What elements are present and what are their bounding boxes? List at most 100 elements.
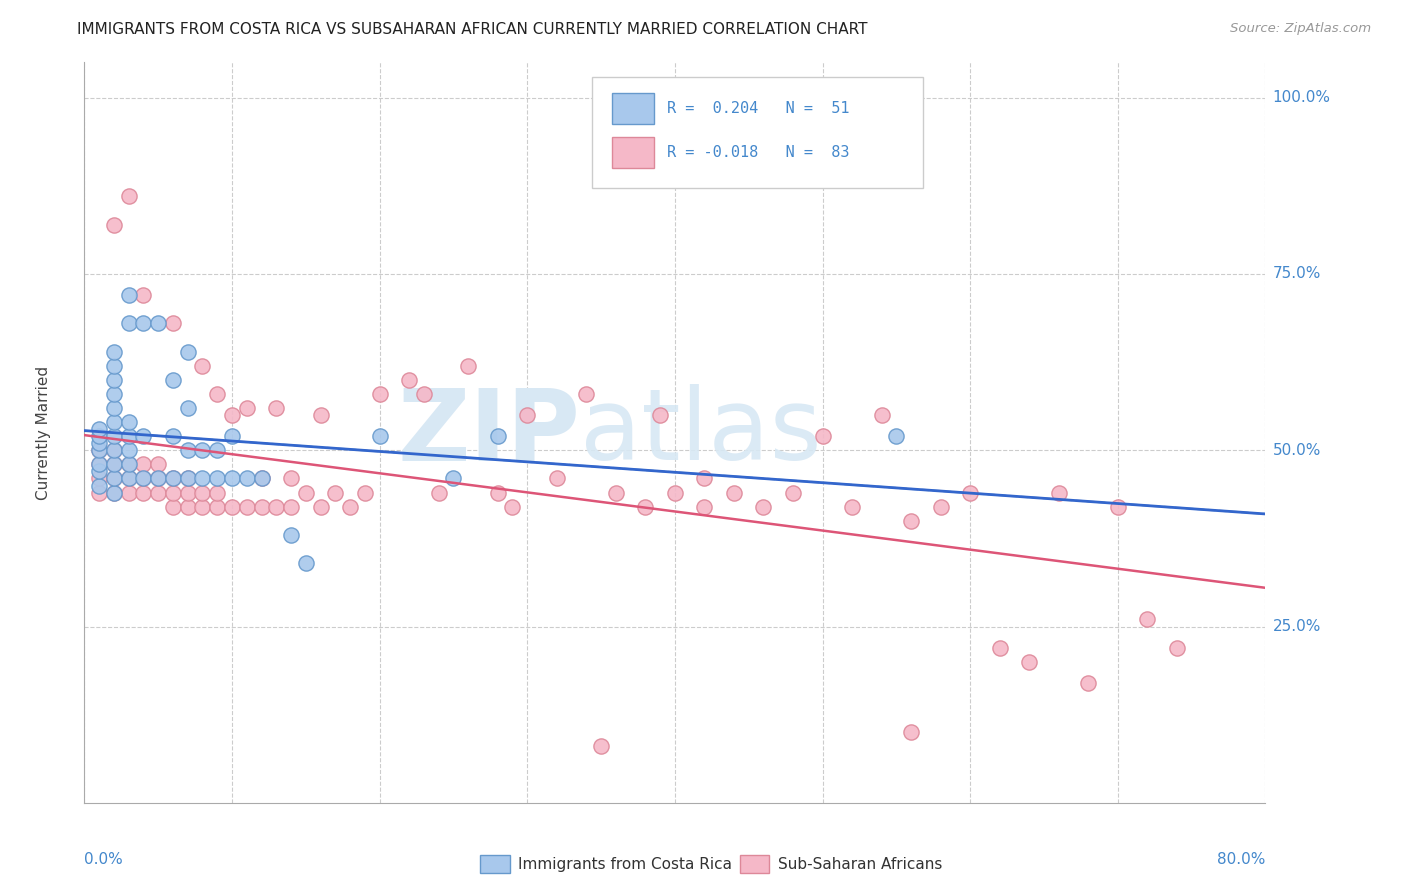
Point bbox=[103, 471, 125, 485]
Point bbox=[132, 429, 155, 443]
Point bbox=[118, 316, 141, 330]
Point bbox=[177, 485, 200, 500]
Point bbox=[664, 485, 686, 500]
Point bbox=[103, 471, 125, 485]
Point bbox=[368, 387, 391, 401]
Point bbox=[486, 429, 509, 443]
Point bbox=[87, 458, 111, 472]
Point bbox=[886, 429, 908, 443]
Point bbox=[162, 316, 184, 330]
Point bbox=[811, 429, 834, 443]
Point bbox=[177, 471, 200, 485]
Point bbox=[221, 471, 243, 485]
Point bbox=[103, 373, 125, 387]
Point bbox=[118, 485, 141, 500]
Point bbox=[693, 500, 716, 514]
Text: IMMIGRANTS FROM COSTA RICA VS SUBSAHARAN AFRICAN CURRENTLY MARRIED CORRELATION C: IMMIGRANTS FROM COSTA RICA VS SUBSAHARAN… bbox=[77, 22, 868, 37]
Point bbox=[236, 500, 259, 514]
Point bbox=[309, 408, 332, 422]
Point bbox=[354, 485, 377, 500]
Point bbox=[162, 485, 184, 500]
Text: 25.0%: 25.0% bbox=[1272, 619, 1322, 634]
Point bbox=[191, 500, 214, 514]
Point bbox=[132, 485, 155, 500]
Point bbox=[87, 429, 111, 443]
Point bbox=[162, 429, 184, 443]
Point bbox=[339, 500, 361, 514]
Point bbox=[148, 316, 170, 330]
Point bbox=[87, 485, 111, 500]
Point bbox=[118, 415, 141, 429]
Point bbox=[118, 443, 141, 458]
Point bbox=[486, 485, 509, 500]
Point bbox=[148, 458, 170, 472]
Point bbox=[782, 485, 804, 500]
Point bbox=[295, 485, 318, 500]
Point bbox=[516, 408, 538, 422]
Point bbox=[427, 485, 450, 500]
Point bbox=[207, 485, 229, 500]
Point bbox=[148, 485, 170, 500]
Point bbox=[118, 429, 141, 443]
Point bbox=[103, 401, 125, 415]
Point bbox=[501, 500, 523, 514]
Point bbox=[1018, 655, 1040, 669]
Bar bbox=[612, 137, 654, 169]
Point bbox=[236, 471, 259, 485]
Point bbox=[103, 415, 125, 429]
Text: Immigrants from Costa Rica: Immigrants from Costa Rica bbox=[517, 856, 731, 871]
Point bbox=[103, 359, 125, 373]
Point bbox=[103, 443, 125, 458]
Point bbox=[177, 344, 200, 359]
Point bbox=[118, 471, 141, 485]
Point bbox=[118, 288, 141, 302]
Point bbox=[929, 500, 952, 514]
Point bbox=[221, 429, 243, 443]
Point bbox=[177, 471, 200, 485]
Point bbox=[900, 514, 922, 528]
Point bbox=[162, 471, 184, 485]
Point bbox=[162, 471, 184, 485]
Point bbox=[103, 344, 125, 359]
Text: 100.0%: 100.0% bbox=[1272, 90, 1331, 105]
Point bbox=[250, 471, 273, 485]
Text: 75.0%: 75.0% bbox=[1272, 267, 1322, 282]
Point bbox=[309, 500, 332, 514]
Point bbox=[191, 471, 214, 485]
Point bbox=[207, 387, 229, 401]
Text: 0.0%: 0.0% bbox=[84, 852, 124, 867]
Point bbox=[988, 640, 1011, 655]
Point bbox=[177, 500, 200, 514]
Point bbox=[103, 458, 125, 472]
Point bbox=[368, 429, 391, 443]
Point bbox=[191, 359, 214, 373]
Point bbox=[295, 556, 318, 570]
Point bbox=[634, 500, 657, 514]
Point bbox=[118, 458, 141, 472]
Point bbox=[162, 500, 184, 514]
Point bbox=[591, 739, 613, 754]
Point bbox=[1047, 485, 1070, 500]
Point bbox=[148, 471, 170, 485]
Point bbox=[1077, 676, 1099, 690]
Point bbox=[280, 528, 302, 542]
Point bbox=[1166, 640, 1188, 655]
Point bbox=[191, 443, 214, 458]
Text: Source: ZipAtlas.com: Source: ZipAtlas.com bbox=[1230, 22, 1371, 36]
Point bbox=[723, 485, 745, 500]
Point bbox=[841, 500, 863, 514]
Point bbox=[693, 471, 716, 485]
Point bbox=[148, 471, 170, 485]
Point bbox=[650, 408, 672, 422]
Point bbox=[132, 458, 155, 472]
Point bbox=[87, 471, 111, 485]
Point bbox=[87, 422, 111, 436]
Point bbox=[177, 443, 200, 458]
Point bbox=[207, 443, 229, 458]
Point bbox=[605, 485, 627, 500]
Point bbox=[87, 436, 111, 450]
Point bbox=[900, 725, 922, 739]
Point bbox=[280, 500, 302, 514]
Text: 80.0%: 80.0% bbox=[1218, 852, 1265, 867]
Point bbox=[87, 464, 111, 478]
